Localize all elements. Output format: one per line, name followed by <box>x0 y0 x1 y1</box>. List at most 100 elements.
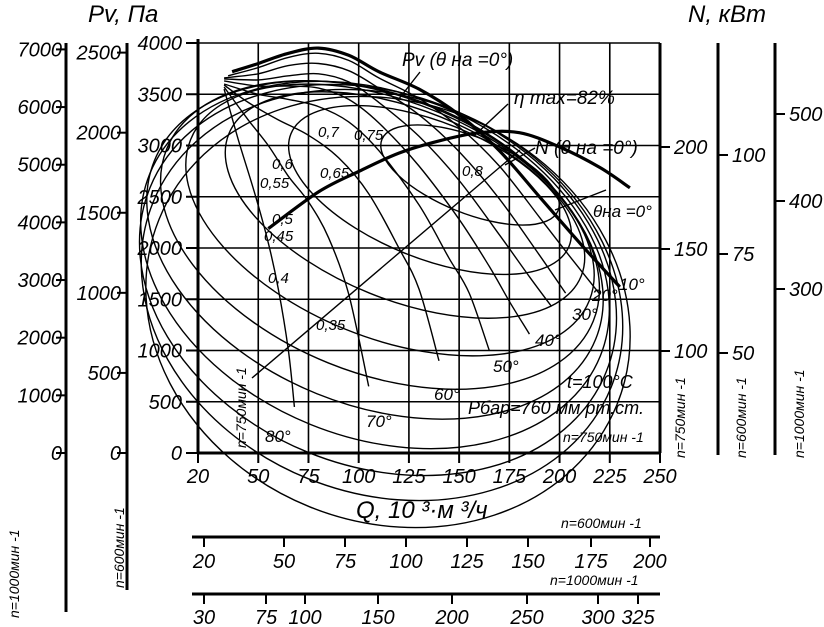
annotation-pbar: Pбар=760 мм рт.ст. <box>468 398 644 418</box>
tick-label-n750: 150 <box>674 239 707 261</box>
blade-angle-label: 40° <box>535 331 561 350</box>
efficiency-label: 0,5 <box>272 211 294 228</box>
blade-angle-label: 10° <box>619 275 645 294</box>
tick-label-n600: 75 <box>732 244 755 266</box>
tick-label-q1000: 30 <box>193 607 215 627</box>
tick-label-600: 500 <box>88 363 121 385</box>
tick-label-1000: 0 <box>51 443 62 465</box>
efficiency-label: 0,55 <box>260 175 290 192</box>
speed-label-n-1000: n=1000мин -1 <box>791 369 807 458</box>
efficiency-label: 0,75 <box>354 127 384 144</box>
tick-label-1000: 1000 <box>18 385 63 407</box>
tick-label-750: 4000 <box>138 33 183 55</box>
pressure-curve-60deg <box>223 84 440 361</box>
x-axis-title: Q, 10 ³·м ³/ч <box>356 497 488 524</box>
tick-label-x: 100 <box>342 466 375 488</box>
speed-label-q-1000: n=1000мин -1 <box>550 572 639 588</box>
tick-label-n600: 50 <box>732 343 754 365</box>
tick-label-600: 1000 <box>77 283 122 305</box>
tick-labels: 0500100015002000250030003500400001000200… <box>17 33 823 627</box>
efficiency-label: 0,65 <box>320 165 350 182</box>
tick-label-q600: 20 <box>192 551 215 573</box>
tick-label-n1000: 300 <box>789 279 822 301</box>
tick-label-x: 150 <box>442 466 475 488</box>
tick-label-x: 50 <box>247 466 269 488</box>
tick-label-x: 125 <box>392 466 426 488</box>
annotation-temp: t=100°C <box>567 372 634 392</box>
tick-label-750: 3000 <box>138 136 183 158</box>
tick-label-750: 2500 <box>137 187 183 209</box>
efficiency-contour <box>159 80 601 390</box>
tick-label-x: 175 <box>493 466 527 488</box>
efficiency-label: 0,6 <box>272 156 294 173</box>
tick-label-q1000: 250 <box>509 607 543 627</box>
tick-label-q600: 150 <box>511 551 544 573</box>
blade-angle-label: 60° <box>434 385 460 404</box>
tick-label-q1000: 75 <box>255 607 278 627</box>
tick-label-750: 1000 <box>138 341 183 363</box>
pressure-curves <box>138 46 631 529</box>
efficiency-contour <box>140 88 624 502</box>
n-leader <box>504 147 536 166</box>
tick-label-600: 2500 <box>76 43 122 65</box>
efficiency-label: 0,8 <box>462 163 484 180</box>
efficiency-label: 0,35 <box>316 317 346 334</box>
tick-label-600: 0 <box>110 443 121 465</box>
tick-label-n750: 100 <box>674 341 707 363</box>
tick-label-n750: 200 <box>673 137 707 159</box>
tick-label-750: 0 <box>171 443 182 465</box>
blade-angle-label: 30° <box>572 305 598 324</box>
pressure-curve-30deg <box>224 72 553 307</box>
tick-label-750: 1500 <box>138 289 183 311</box>
tick-label-q600: 50 <box>273 551 295 573</box>
tick-label-750: 3500 <box>138 84 183 106</box>
efficiency-label: 0,4 <box>268 270 289 287</box>
tick-label-600: 2000 <box>76 123 122 145</box>
efficiency-label: 0,7 <box>318 124 340 141</box>
tick-label-q600: 100 <box>389 551 422 573</box>
tick-label-q600: 125 <box>450 551 484 573</box>
efficiency-contour <box>145 95 631 529</box>
tick-label-x: 250 <box>642 466 676 488</box>
blade-angle-label: 70° <box>366 412 392 431</box>
efficiency-label: 0,45 <box>264 228 294 245</box>
blade-angle-label: 20° <box>591 286 618 305</box>
pressure-curve-10deg <box>227 52 601 295</box>
eta-leader <box>474 103 509 136</box>
tick-label-n1000: 500 <box>789 104 822 126</box>
efficiency-contour <box>287 104 573 276</box>
tick-label-1000: 3000 <box>18 270 63 292</box>
axes <box>64 39 777 612</box>
speed-label-pv-1000: n=1000мин -1 <box>6 529 22 618</box>
tick-label-x: 225 <box>592 466 627 488</box>
annotation-n: N (θ на =0°) <box>535 138 638 159</box>
speed-label-plot-750-bottom: n=750мин -1 <box>563 429 644 445</box>
pressure-curve-70deg <box>223 86 370 387</box>
pv-axis-title: Pv, Па <box>88 1 158 28</box>
tick-label-q1000: 300 <box>581 607 614 627</box>
tick-label-q600: 200 <box>632 551 666 573</box>
blade-angle-label: 80° <box>265 427 291 446</box>
tick-label-q1000: 150 <box>361 607 394 627</box>
tick-label-1000: 2000 <box>17 328 63 350</box>
annotation-eta: η max=82% <box>514 88 615 109</box>
pressure-curve-0deg <box>231 46 621 288</box>
tick-label-x: 20 <box>186 466 209 488</box>
tick-label-1000: 7000 <box>18 39 63 61</box>
tick-label-x: 75 <box>297 466 320 488</box>
efficiency-contour <box>185 83 595 357</box>
tick-label-q1000: 100 <box>288 607 321 627</box>
speed-label-q-600: n=600мин -1 <box>561 515 642 531</box>
blade-angle-label: θна =0° <box>593 202 652 221</box>
tick-label-n1000: 400 <box>789 191 822 213</box>
tick-label-x: 200 <box>542 466 576 488</box>
speed-label-plot-750: n=750мин -1 <box>233 367 249 448</box>
tick-label-n600: 100 <box>732 145 765 167</box>
tick-label-1000: 4000 <box>18 212 63 234</box>
tick-label-q600: 175 <box>574 551 608 573</box>
tick-label-q1000: 325 <box>621 607 655 627</box>
theta-leader <box>554 189 607 211</box>
speed-label-n-600: n=600мин -1 <box>733 377 749 458</box>
tick-label-750: 500 <box>149 392 182 414</box>
